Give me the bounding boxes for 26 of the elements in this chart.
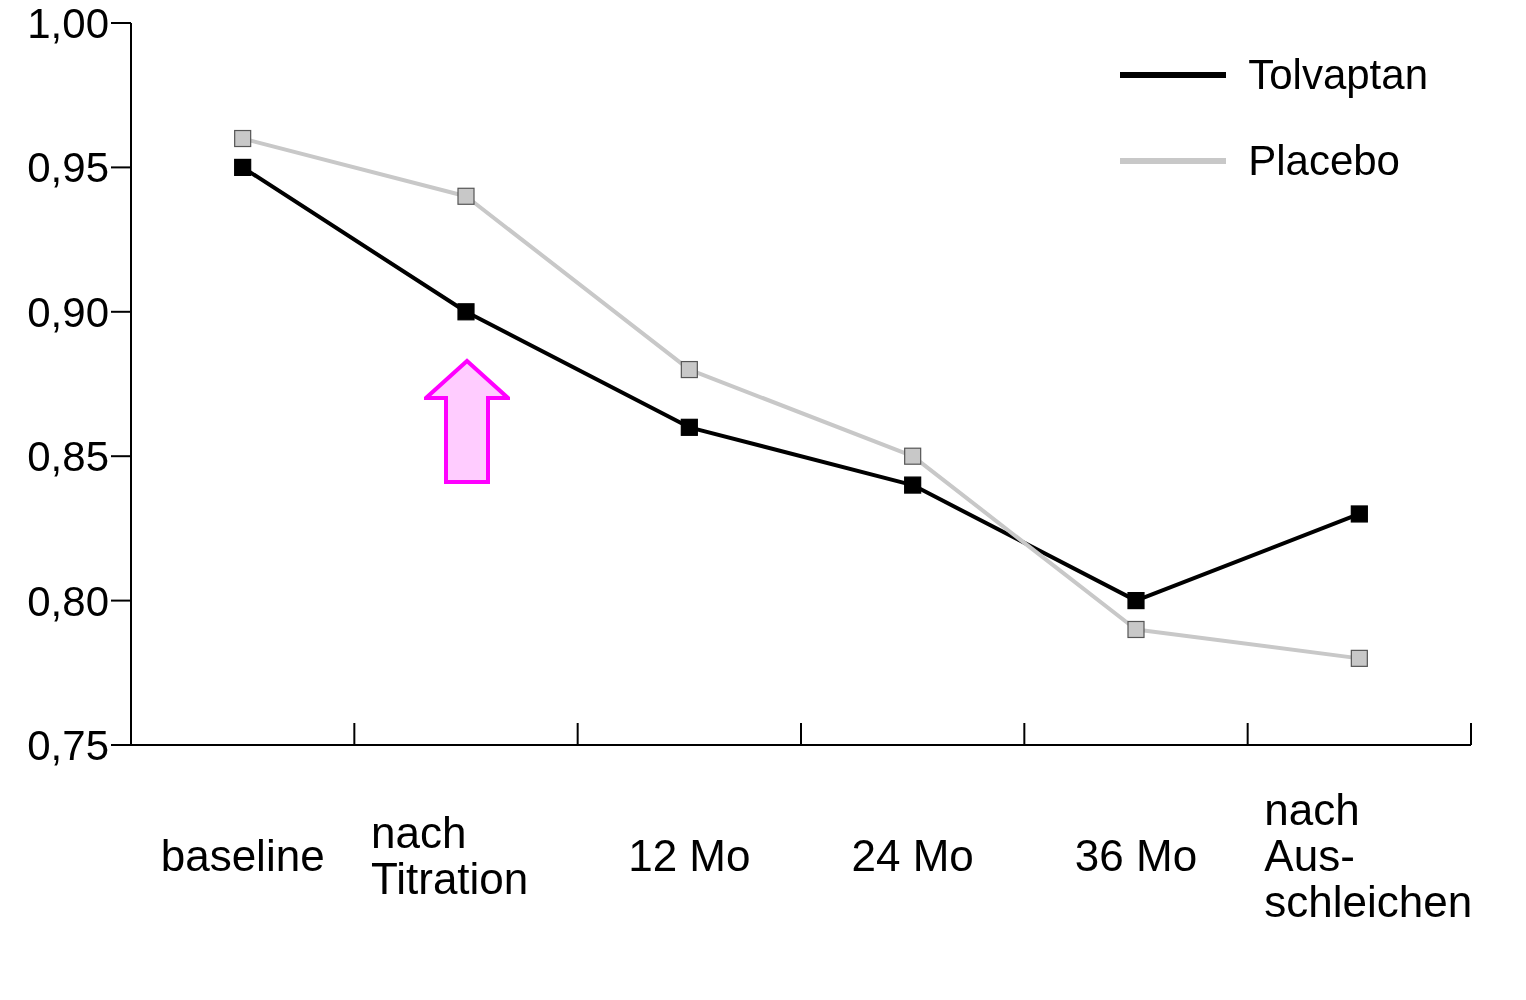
point [1350, 649, 1368, 667]
x-tick-label: baseline [160, 831, 325, 880]
y-tick-label: 0,90 [27, 288, 109, 336]
point [457, 303, 475, 321]
point [904, 447, 922, 465]
x-tick-label: nach Aus-schleichen [1264, 785, 1473, 926]
point [234, 158, 252, 176]
x-tick-label: 12 Mo [628, 831, 751, 880]
point [457, 187, 475, 205]
y-tick-label: 1,00 [27, 0, 109, 47]
point [1127, 592, 1145, 610]
point [680, 418, 698, 436]
x-tick-label: nach Titration [371, 808, 529, 903]
point [904, 476, 922, 494]
point [1350, 505, 1368, 523]
x-tick-label: 36 Mo [1074, 831, 1198, 880]
y-tick-label: 0,85 [27, 433, 109, 481]
y-tick-label: 0,75 [27, 721, 109, 769]
y-tick-label: 0,80 [27, 577, 109, 625]
legend-label: Placebo [1248, 137, 1400, 185]
x-tick-label: 24 Mo [851, 831, 974, 880]
point [680, 360, 698, 379]
point [1127, 620, 1145, 639]
point [234, 129, 252, 148]
y-tick-label: 0,95 [27, 144, 109, 192]
legend-label: Tolvaptan [1248, 51, 1428, 99]
